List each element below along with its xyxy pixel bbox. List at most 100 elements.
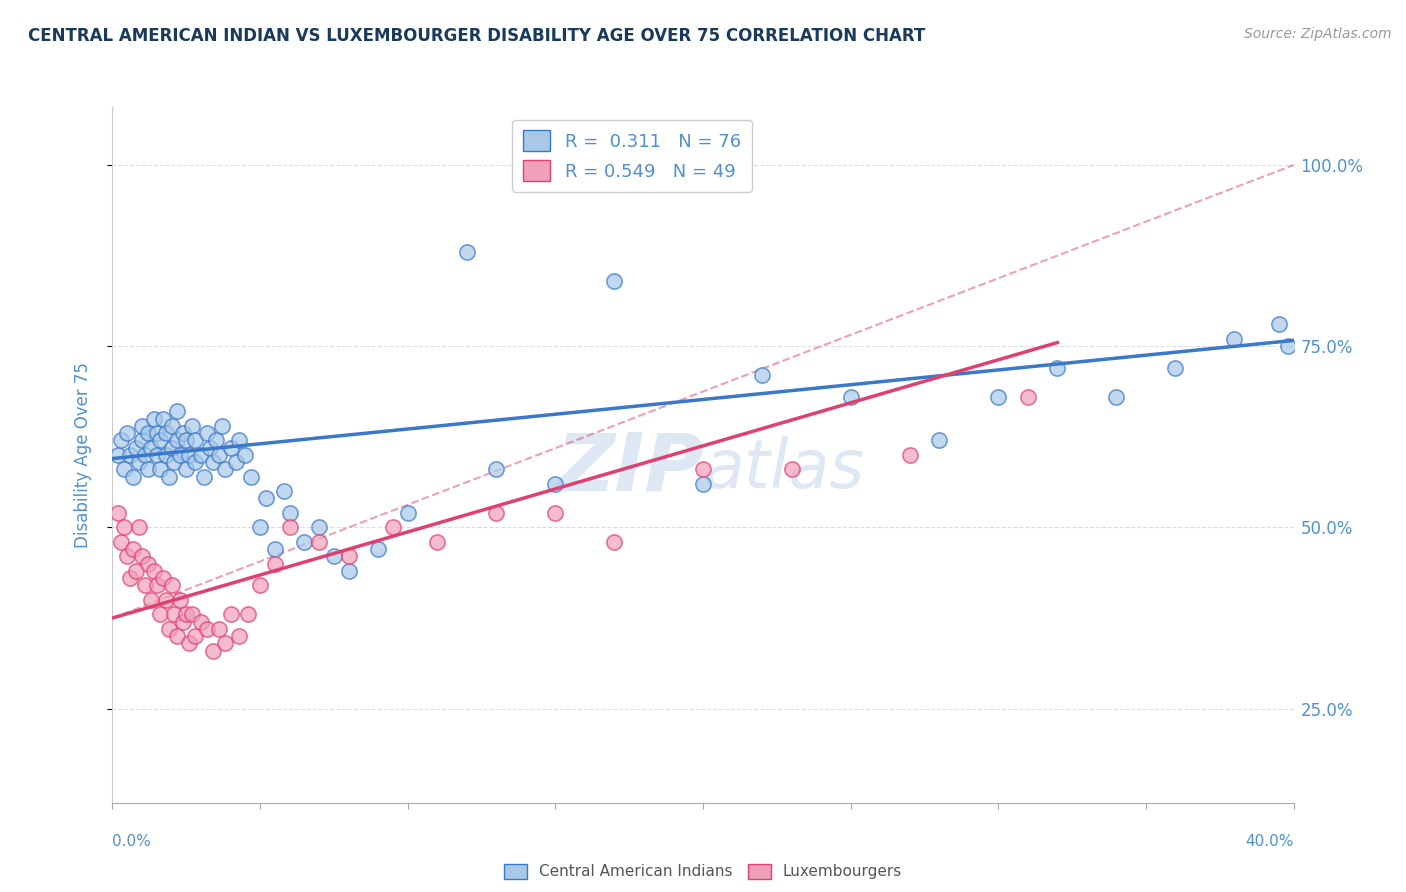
Point — [219, 441, 242, 455]
Point — [112, 462, 135, 476]
Point — [264, 542, 287, 557]
Point — [928, 434, 950, 448]
Point — [214, 636, 236, 650]
Point — [169, 592, 191, 607]
Point — [155, 592, 177, 607]
Point — [117, 549, 138, 564]
Point — [128, 455, 150, 469]
Point — [125, 564, 148, 578]
Point — [160, 441, 183, 455]
Point — [110, 434, 132, 448]
Point — [134, 448, 156, 462]
Point — [278, 506, 301, 520]
Text: CENTRAL AMERICAN INDIAN VS LUXEMBOURGER DISABILITY AGE OVER 75 CORRELATION CHART: CENTRAL AMERICAN INDIAN VS LUXEMBOURGER … — [28, 27, 925, 45]
Point — [201, 455, 224, 469]
Point — [107, 506, 129, 520]
Point — [193, 469, 215, 483]
Point — [131, 549, 153, 564]
Point — [238, 607, 260, 622]
Point — [190, 615, 212, 629]
Point — [107, 448, 129, 462]
Point — [166, 434, 188, 448]
Point — [152, 571, 174, 585]
Point — [184, 455, 207, 469]
Text: 40.0%: 40.0% — [1246, 834, 1294, 849]
Point — [780, 462, 803, 476]
Point — [544, 476, 567, 491]
Point — [181, 607, 204, 622]
Point — [149, 462, 172, 476]
Point — [254, 491, 277, 506]
Point — [456, 245, 478, 260]
Point — [1223, 332, 1246, 346]
Point — [139, 441, 162, 455]
Point — [219, 607, 242, 622]
Point — [136, 557, 159, 571]
Point — [131, 434, 153, 448]
Point — [249, 520, 271, 534]
Point — [184, 629, 207, 643]
Point — [134, 578, 156, 592]
Y-axis label: Disability Age Over 75: Disability Age Over 75 — [73, 362, 91, 548]
Point — [142, 564, 165, 578]
Point — [225, 455, 247, 469]
Point — [201, 643, 224, 657]
Point — [240, 469, 263, 483]
Point — [382, 520, 405, 534]
Point — [128, 520, 150, 534]
Point — [163, 455, 186, 469]
Point — [125, 441, 148, 455]
Point — [120, 571, 142, 585]
Point — [292, 535, 315, 549]
Point — [233, 448, 256, 462]
Point — [179, 636, 201, 650]
Point — [308, 520, 330, 534]
Point — [1046, 361, 1069, 376]
Point — [179, 448, 201, 462]
Point — [228, 629, 250, 643]
Point — [1164, 361, 1187, 376]
Point — [692, 462, 714, 476]
Point — [195, 426, 218, 441]
Point — [131, 419, 153, 434]
Point — [692, 476, 714, 491]
Point — [1268, 318, 1291, 332]
Point — [174, 607, 197, 622]
Point — [190, 448, 212, 462]
Point — [136, 462, 159, 476]
Point — [160, 578, 183, 592]
Point — [485, 506, 508, 520]
Point — [160, 419, 183, 434]
Point — [751, 368, 773, 383]
Text: 0.0%: 0.0% — [112, 834, 152, 849]
Point — [122, 542, 145, 557]
Point — [172, 615, 194, 629]
Point — [181, 419, 204, 434]
Point — [987, 390, 1010, 404]
Point — [174, 462, 197, 476]
Point — [122, 469, 145, 483]
Point — [172, 426, 194, 441]
Text: Source: ZipAtlas.com: Source: ZipAtlas.com — [1244, 27, 1392, 41]
Point — [485, 462, 508, 476]
Point — [163, 607, 186, 622]
Legend: Central American Indians, Luxembourgers: Central American Indians, Luxembourgers — [498, 857, 908, 886]
Point — [544, 506, 567, 520]
Point — [174, 434, 197, 448]
Point — [367, 542, 389, 557]
Point — [208, 448, 231, 462]
Point — [142, 411, 165, 425]
Point — [136, 426, 159, 441]
Point — [603, 535, 626, 549]
Point — [264, 557, 287, 571]
Point — [112, 520, 135, 534]
Point — [157, 622, 180, 636]
Point — [184, 434, 207, 448]
Point — [323, 549, 346, 564]
Point — [839, 390, 862, 404]
Point — [278, 520, 301, 534]
Point — [195, 622, 218, 636]
Point — [152, 411, 174, 425]
Point — [198, 441, 221, 455]
Point — [228, 434, 250, 448]
